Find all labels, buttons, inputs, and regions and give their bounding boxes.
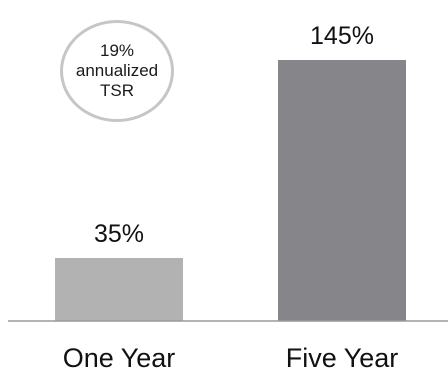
category-label-one-year: One Year (63, 343, 176, 373)
callout-line-annualized: annualized (75, 61, 159, 80)
bar-one-year (55, 258, 183, 321)
bar-five-year (278, 60, 406, 321)
callout-line-value: 19% (99, 41, 135, 60)
category-label-five-year: Five Year (286, 343, 399, 373)
data-label-one-year: 35% (94, 220, 144, 248)
callout-line-tsr: TSR (100, 81, 134, 100)
data-label-five-year: 145% (310, 22, 374, 50)
annualized-tsr-callout: 19% annualized TSR (60, 20, 174, 122)
